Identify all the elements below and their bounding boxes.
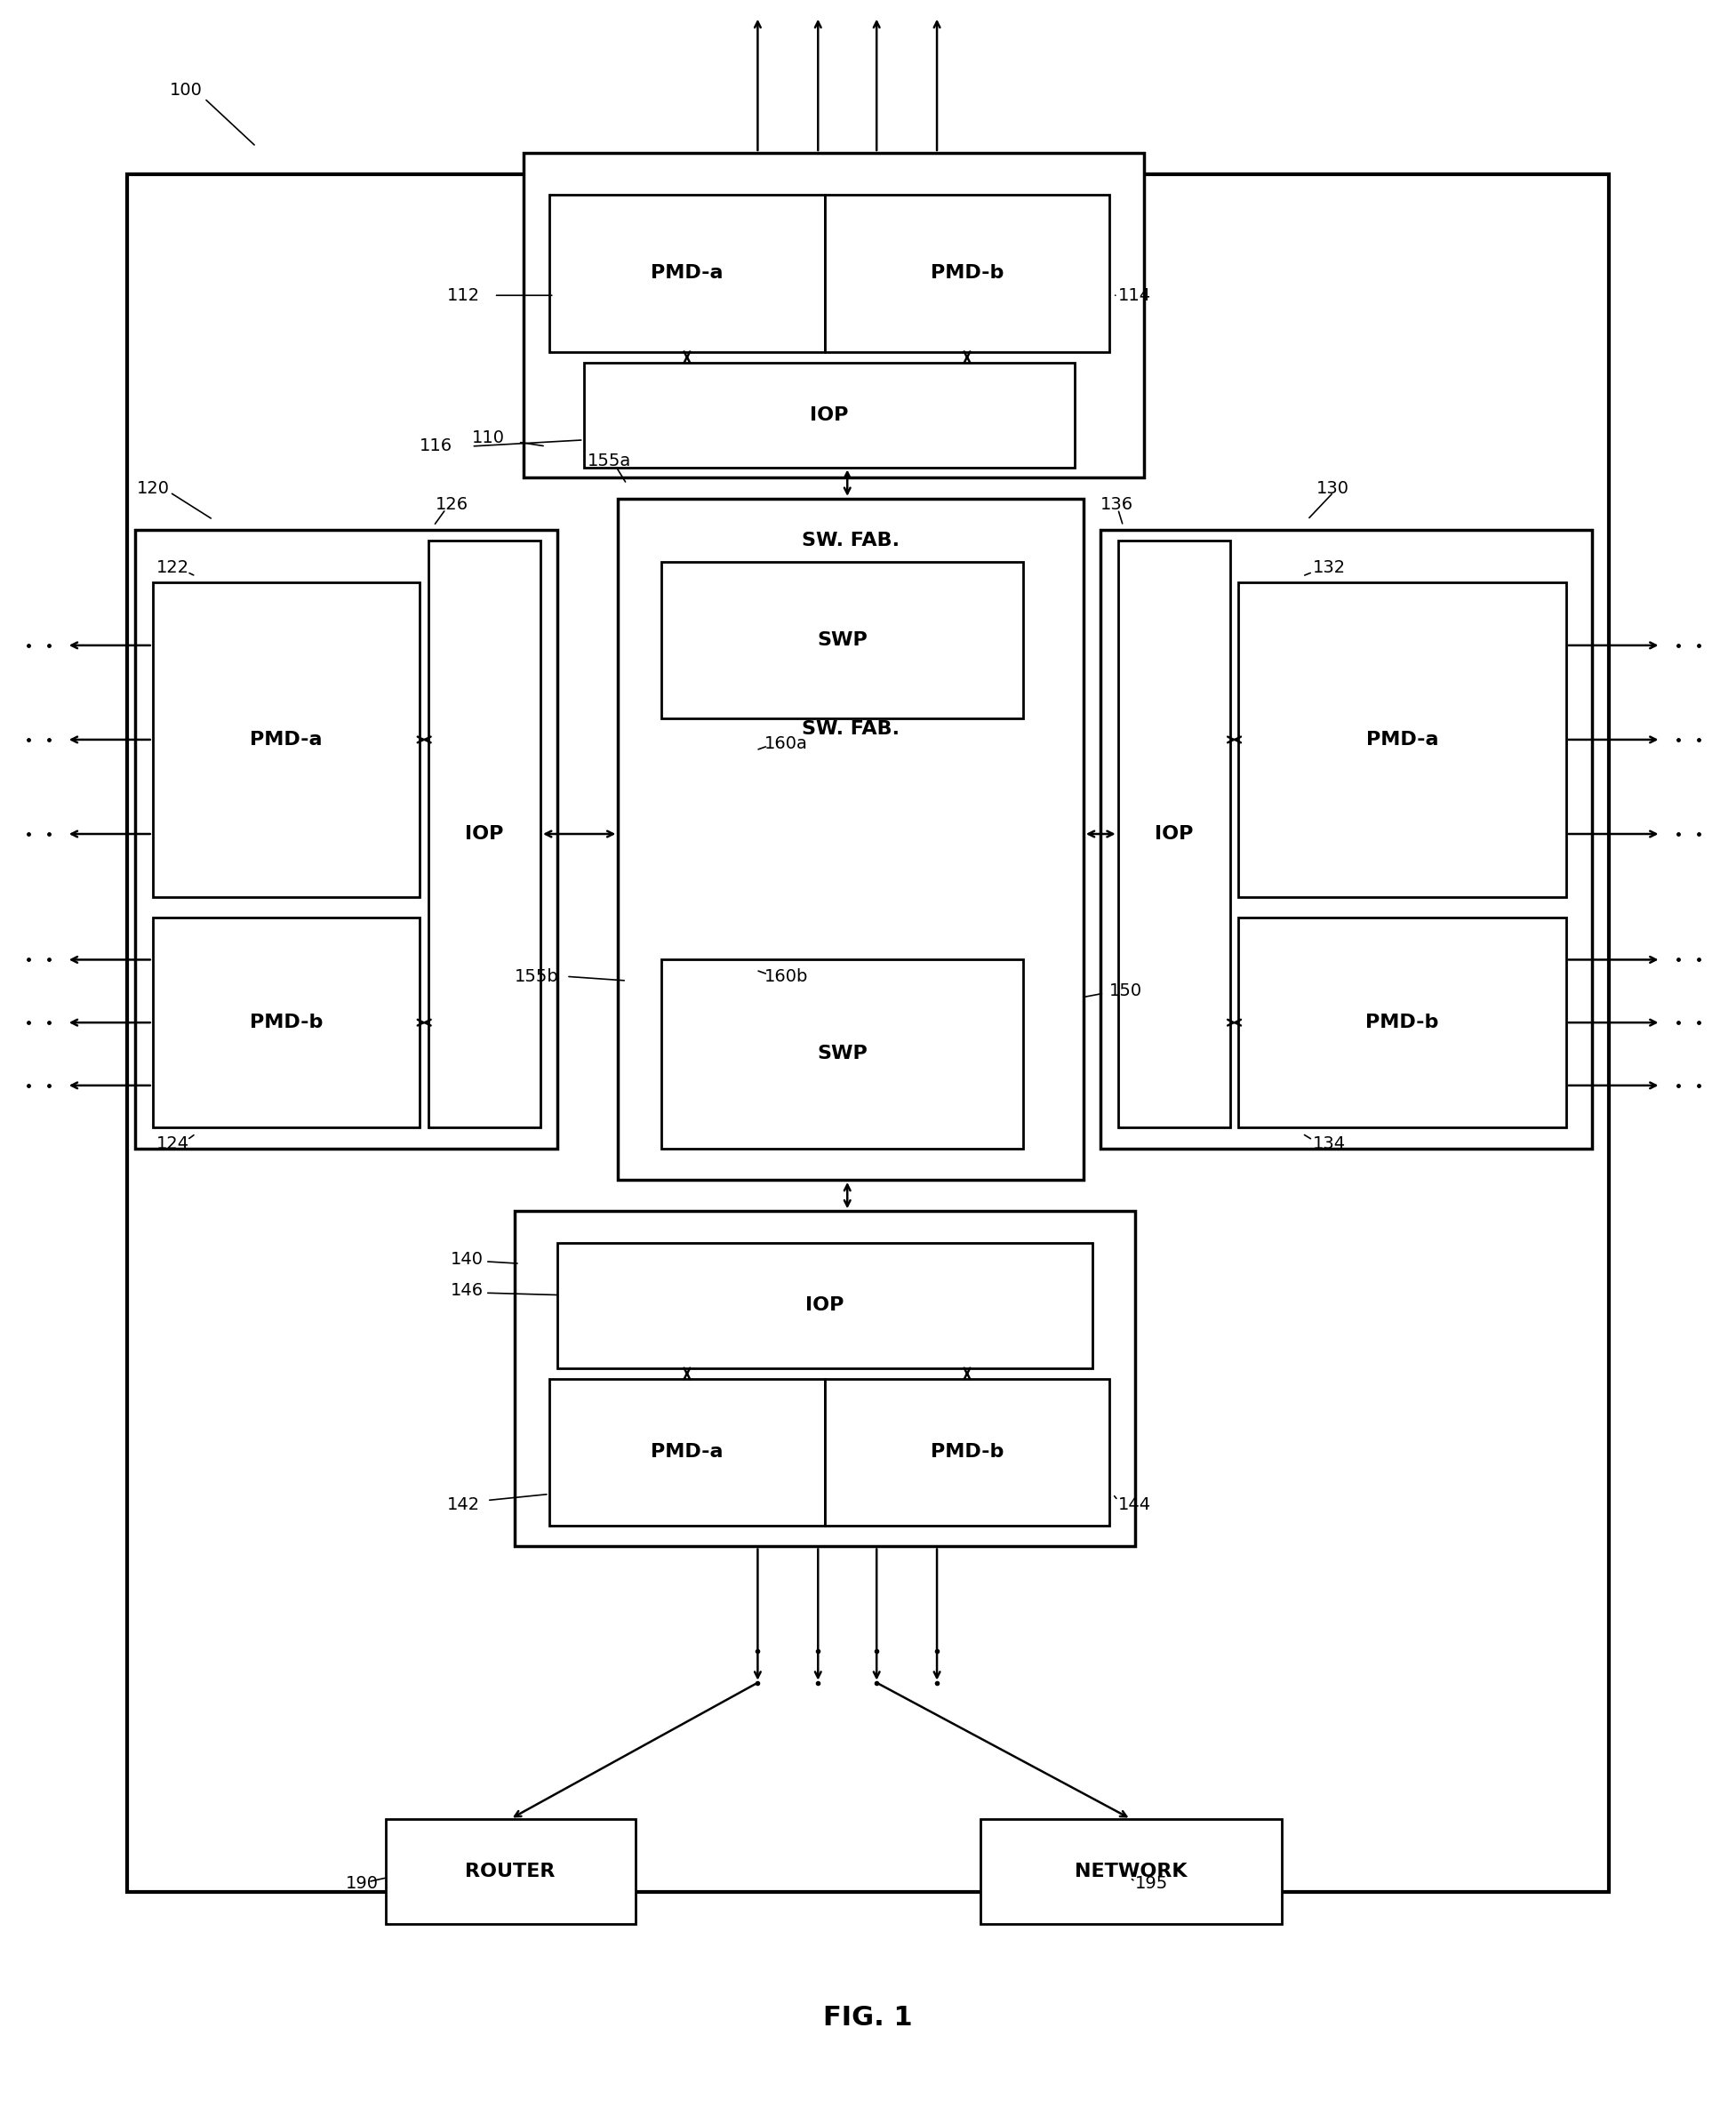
Bar [1118,540,1231,1128]
Text: 116: 116 [420,438,453,455]
Text: 190: 190 [345,1876,378,1893]
Text: 160b: 160b [764,968,809,984]
Text: PMD-a: PMD-a [651,264,724,282]
Text: 144: 144 [1118,1497,1151,1514]
Text: 155a: 155a [587,453,630,470]
Bar [127,173,1609,1893]
Bar [825,1379,1109,1526]
Text: NETWORK: NETWORK [1075,1861,1187,1880]
Text: IOP: IOP [1154,824,1193,843]
Text: 136: 136 [1101,497,1134,514]
Text: 146: 146 [451,1282,484,1299]
Text: 112: 112 [448,287,481,304]
Bar [1238,582,1566,896]
Text: 110: 110 [472,430,505,447]
Bar [153,917,420,1128]
Text: 195: 195 [1135,1876,1168,1893]
Text: 134: 134 [1312,1136,1345,1153]
Text: PMD-b: PMD-b [250,1014,323,1031]
Bar [557,1242,1092,1368]
Text: PMD-b: PMD-b [930,1444,1003,1461]
Text: 140: 140 [451,1250,484,1267]
Text: SWP: SWP [818,630,868,649]
Text: 120: 120 [137,481,170,497]
Bar [523,154,1144,479]
Text: PMD-b: PMD-b [1366,1014,1439,1031]
Bar [1101,529,1592,1149]
Text: 150: 150 [1109,982,1142,999]
Bar [514,1212,1135,1547]
Text: 132: 132 [1312,559,1345,575]
Bar [825,194,1109,352]
Text: IOP: IOP [806,1296,844,1315]
Text: 155b: 155b [514,968,559,984]
Text: SW. FAB.: SW. FAB. [802,721,899,738]
Text: 126: 126 [436,497,469,514]
Text: 160a: 160a [764,736,807,753]
Bar [385,1819,635,1925]
Bar [661,561,1023,719]
Bar [1238,917,1566,1128]
Bar [429,540,540,1128]
Text: PMD-a: PMD-a [250,731,323,748]
Bar [549,194,825,352]
Text: ROUTER: ROUTER [465,1861,556,1880]
Text: SWP: SWP [818,1046,868,1062]
Bar [981,1819,1281,1925]
Bar [549,1379,825,1526]
Bar [618,500,1083,1180]
Text: 130: 130 [1316,481,1349,497]
Text: 114: 114 [1118,287,1151,304]
Text: PMD-b: PMD-b [930,264,1003,282]
Bar [583,363,1075,468]
Bar [661,959,1023,1149]
Text: FIG. 1: FIG. 1 [823,2005,913,2030]
Text: IOP: IOP [811,407,849,424]
Text: 122: 122 [156,559,189,575]
Text: PMD-a: PMD-a [651,1444,724,1461]
Text: 100: 100 [170,82,203,99]
Text: 124: 124 [156,1136,189,1153]
Text: IOP: IOP [465,824,503,843]
Text: PMD-a: PMD-a [1366,731,1439,748]
Bar [153,582,420,896]
Text: 142: 142 [448,1497,481,1514]
Text: SW. FAB.: SW. FAB. [802,531,899,550]
Bar [135,529,557,1149]
